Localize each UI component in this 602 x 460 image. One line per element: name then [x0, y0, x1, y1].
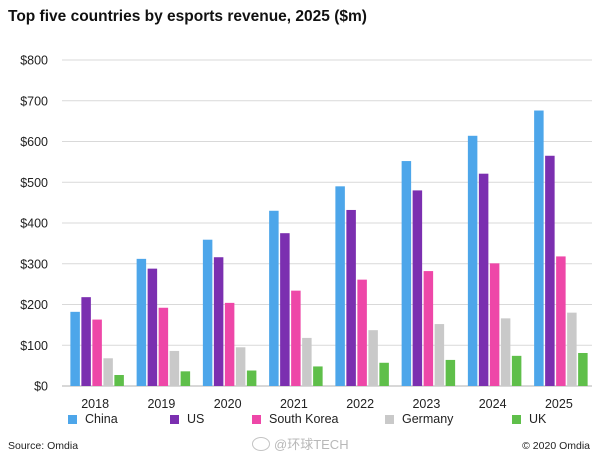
- bar-south-korea-2024: [489, 263, 500, 386]
- y-tick-label: $400: [20, 217, 48, 231]
- x-tick-label: 2025: [545, 397, 573, 410]
- x-axis-tick-labels: 2018 2019 2020 2021 2022 2023 2024 2025: [81, 397, 573, 410]
- bar-china-2019: [136, 258, 147, 386]
- chart-title: Top five countries by esports revenue, 2…: [8, 8, 367, 25]
- bar-china-2020: [202, 239, 213, 386]
- source-note: Source: Omdia: [8, 440, 79, 452]
- y-tick-label: $600: [20, 135, 48, 149]
- bar-us-2020: [213, 257, 224, 386]
- y-tick-label: $700: [20, 94, 48, 108]
- legend: China US South Korea Germany UK: [0, 412, 602, 432]
- bar-china-2025: [534, 110, 544, 386]
- legend-label: China: [85, 412, 118, 426]
- legend-swatch: [252, 414, 261, 424]
- bar-uk-2021: [313, 366, 323, 386]
- bar-south-korea-2025: [556, 256, 566, 386]
- bar-south-korea-2022: [357, 279, 367, 386]
- bar-germany-2021: [302, 337, 312, 386]
- x-tick-label: 2022: [346, 397, 374, 410]
- bar-uk-2022: [379, 362, 389, 386]
- legend-item-us: US: [170, 412, 204, 426]
- weibo-logo-icon: [252, 436, 270, 451]
- y-tick-label: $800: [20, 54, 48, 68]
- bar-germany-2023: [434, 324, 445, 386]
- legend-label: US: [187, 412, 205, 426]
- bar-germany-2024: [500, 318, 511, 386]
- bar-south-korea-2020: [224, 302, 235, 386]
- bar-uk-2023: [445, 359, 456, 386]
- legend-item-south-korea: South Korea: [252, 412, 339, 426]
- gridlines: [62, 59, 592, 387]
- bars: [70, 110, 588, 386]
- legend-label: UK: [529, 412, 547, 426]
- bar-chart: $0$100$200$300$400$500$600$700$800 2018 2…: [20, 54, 592, 410]
- legend-item-uk: UK: [512, 412, 546, 426]
- legend-swatch: [512, 414, 521, 424]
- bar-us-2019: [147, 268, 158, 386]
- x-tick-label: 2024: [479, 397, 507, 410]
- bar-germany-2025: [567, 312, 577, 386]
- bar-uk-2019: [180, 371, 191, 386]
- legend-item-china: China: [68, 412, 118, 426]
- bar-china-2022: [335, 186, 345, 386]
- bar-germany-2020: [235, 347, 246, 386]
- bar-south-korea-2021: [291, 290, 301, 386]
- bar-uk-2018: [114, 374, 124, 386]
- legend-item-germany: Germany: [385, 412, 453, 426]
- bar-us-2024: [478, 173, 489, 386]
- bar-us-2023: [412, 190, 423, 386]
- y-tick-label: $200: [20, 298, 48, 312]
- bar-south-korea-2019: [158, 307, 169, 386]
- bar-south-korea-2018: [92, 319, 102, 386]
- bar-south-korea-2023: [423, 271, 434, 386]
- copyright-note: © 2020 Omdia: [522, 440, 590, 452]
- x-tick-label: 2019: [147, 397, 175, 410]
- watermark: @环球TECH: [252, 434, 349, 453]
- bar-uk-2024: [511, 355, 522, 386]
- y-tick-label: $300: [20, 257, 48, 271]
- x-tick-label: 2018: [81, 397, 109, 410]
- bar-us-2021: [280, 233, 290, 386]
- y-axis-tick-labels: $0 $100 $200 $300 $400 $500 $600 $700 $800: [20, 54, 48, 394]
- bar-germany-2019: [169, 350, 180, 386]
- y-tick-label: $0: [34, 380, 48, 394]
- watermark-text: @环球TECH: [274, 437, 349, 452]
- bar-germany-2022: [368, 330, 378, 386]
- x-tick-label: 2020: [214, 397, 242, 410]
- x-tick-label: 2021: [280, 397, 308, 410]
- y-tick-label: $100: [20, 339, 48, 353]
- bar-us-2022: [346, 209, 356, 386]
- bar-uk-2025: [578, 352, 588, 386]
- bar-china-2018: [70, 311, 80, 386]
- x-tick-label: 2023: [412, 397, 440, 410]
- bar-uk-2020: [246, 370, 257, 386]
- bar-us-2025: [545, 155, 555, 386]
- legend-swatch: [68, 414, 77, 424]
- bar-china-2021: [269, 210, 279, 386]
- bar-china-2023: [401, 161, 412, 386]
- legend-swatch: [385, 414, 394, 424]
- y-tick-label: $500: [20, 176, 48, 190]
- legend-label: South Korea: [269, 412, 339, 426]
- bar-germany-2018: [103, 358, 113, 386]
- bar-china-2024: [467, 135, 478, 386]
- bar-us-2018: [81, 297, 91, 386]
- legend-swatch: [170, 414, 179, 424]
- legend-label: Germany: [402, 412, 454, 426]
